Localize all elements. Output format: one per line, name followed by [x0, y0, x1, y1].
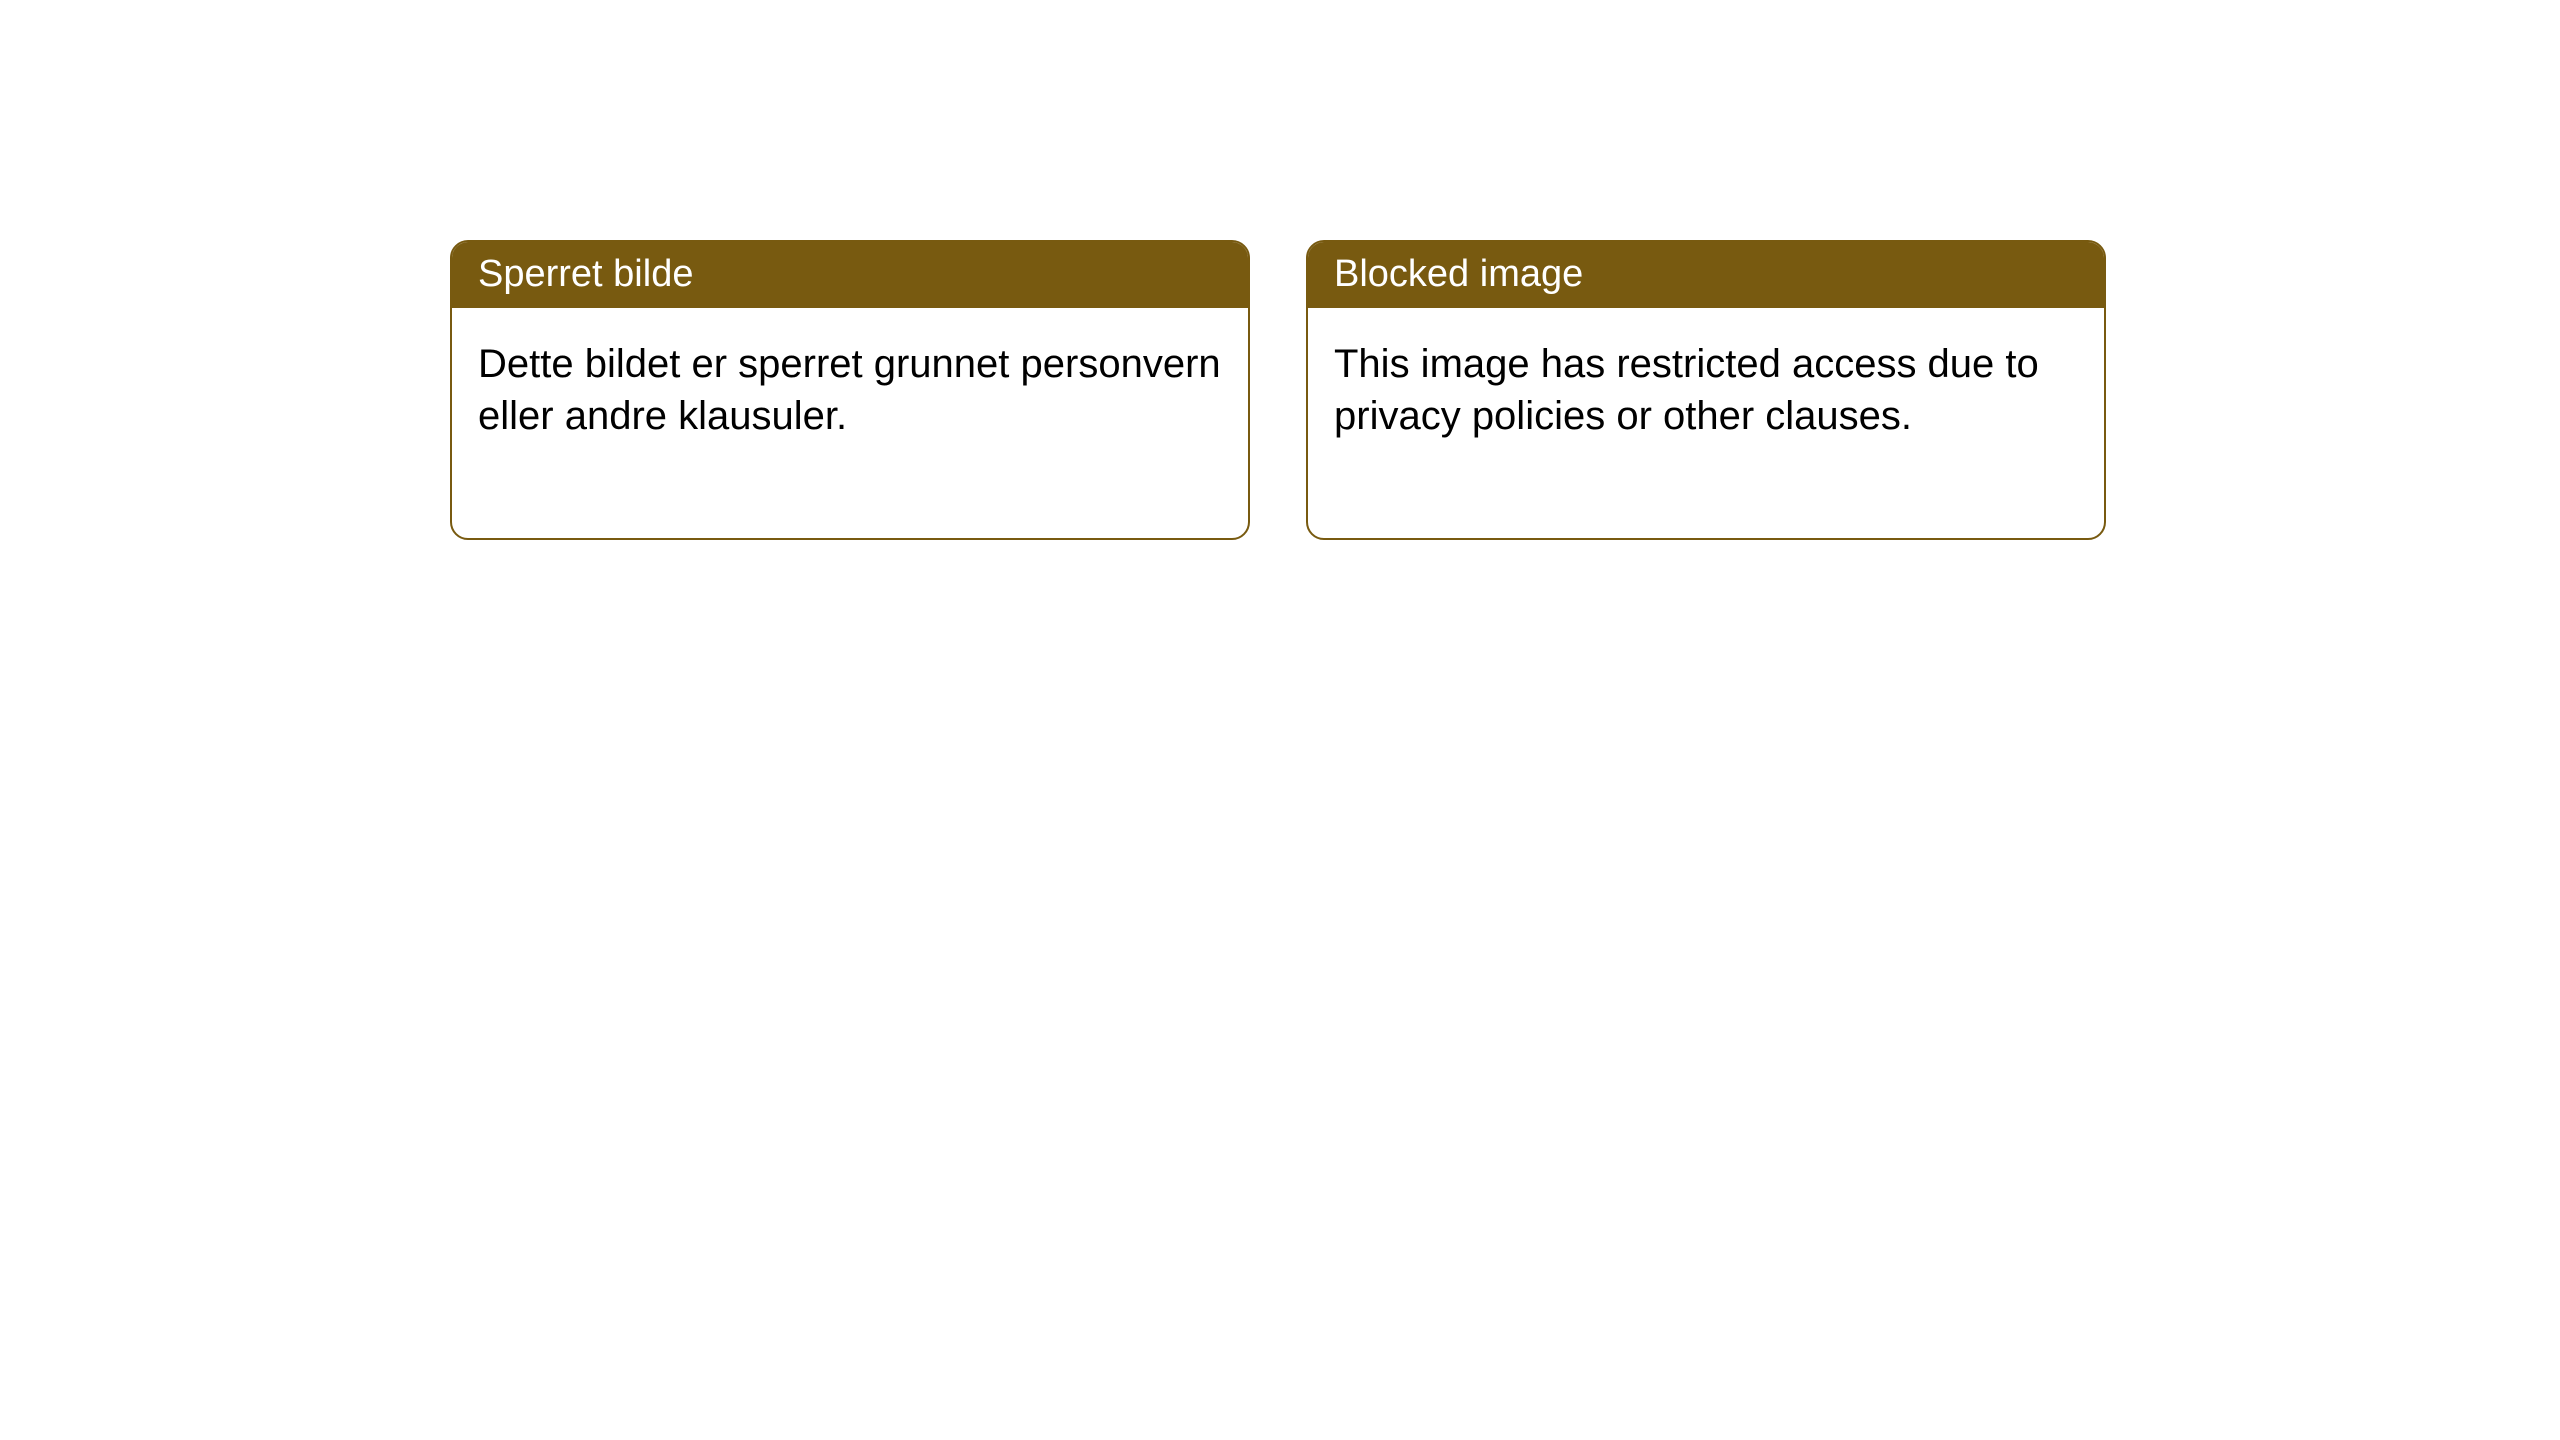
- notice-card-title: Sperret bilde: [452, 242, 1248, 308]
- notice-card-body: This image has restricted access due to …: [1308, 308, 2104, 538]
- notice-card-norwegian: Sperret bilde Dette bildet er sperret gr…: [450, 240, 1250, 540]
- notice-container: Sperret bilde Dette bildet er sperret gr…: [450, 240, 2106, 540]
- notice-card-title: Blocked image: [1308, 242, 2104, 308]
- notice-card-body: Dette bildet er sperret grunnet personve…: [452, 308, 1248, 538]
- notice-card-english: Blocked image This image has restricted …: [1306, 240, 2106, 540]
